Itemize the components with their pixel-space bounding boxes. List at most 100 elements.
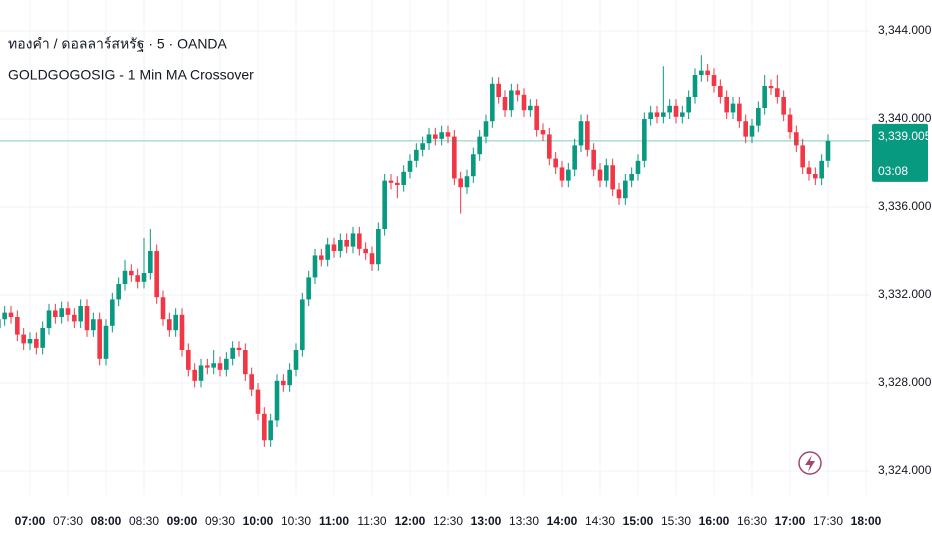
candle-body [401,171,406,186]
candle-body [534,105,539,131]
candle-body [825,140,831,161]
candle-body [692,75,698,98]
candle-body [382,180,387,230]
candle-body [749,125,755,137]
candle-body [59,308,64,318]
candle-body [236,347,242,351]
candle-body [515,90,520,95]
alert-icon[interactable] [798,451,822,475]
x-tick-label: 17:00 [775,514,806,528]
candle-body [629,174,634,181]
candle-body [819,160,824,179]
candle-body [186,350,191,370]
candle-body [572,145,577,170]
candle-body [2,312,7,320]
candle-body [775,88,780,98]
candle-body [198,365,204,381]
candle-body [724,97,729,113]
overlay: 3,324.000 3,328.000 3,332.000 3,336.000 3,34… [0,23,932,528]
y-tick-label: 3,340.000 [878,111,932,125]
y-tick-label: 3,332.000 [878,287,932,301]
candle-body [743,121,748,137]
candle-body [395,182,400,186]
x-tick-label: 09:00 [167,514,198,528]
last-price-box [872,123,928,182]
candle-body [439,132,444,139]
candle-body [141,273,147,282]
candle-body [673,105,679,117]
candle-body [730,103,736,113]
candle-body [205,365,210,368]
candle-body [306,277,311,300]
candle-body [179,314,185,351]
candle-body [426,134,432,144]
candle-body [813,174,818,179]
candle-body [540,130,546,135]
candle-body [167,319,172,331]
candle-body [363,248,368,254]
grid [0,0,870,495]
y-tick-label: 3,336.000 [878,199,932,213]
candle-body [718,86,723,98]
chart-title: ทองคำ / ดอลลาร์สหรัฐ · 5 · OANDA [8,36,228,53]
candle-body [369,253,375,265]
candle-body [578,121,584,146]
candle-body [65,308,71,315]
candle-body [116,284,121,300]
candle-body [192,369,197,381]
candle-body [414,149,419,161]
last-price-label: 3,339.005 [878,129,932,143]
candle-body [711,75,717,87]
candle-body [243,350,248,375]
candle-body [34,339,39,348]
candle-body [521,94,527,111]
candle-body [91,319,96,331]
candle-body [344,240,349,247]
x-tick-label: 14:30 [585,514,615,528]
candle-body [553,158,558,168]
candle-body [338,240,343,252]
candle-body [249,374,254,390]
candle-body [122,270,128,285]
x-tick-label: 11:30 [357,514,386,528]
candle-body [490,83,495,122]
candle-body [293,350,299,370]
x-tick-label: 13:30 [509,514,539,528]
candle-body [420,143,425,150]
candle-body [154,251,159,298]
candle-body [591,149,596,170]
candle-body [388,180,394,183]
candle-body [528,105,533,111]
x-tick-label: 07:00 [15,514,46,528]
candle-body [559,167,565,181]
candle-body [319,255,324,260]
x-tick-label: 16:00 [699,514,730,528]
candle-body [667,105,672,113]
y-tick-label: 3,324.000 [878,463,932,477]
candle-body [471,154,476,177]
x-tick-label: 13:00 [471,514,502,528]
candle-body [445,132,451,137]
x-tick-label: 15:30 [661,514,691,528]
candle-body [502,97,508,111]
candle-body [274,380,280,421]
candle-body [705,70,710,76]
candle-body [0,319,1,329]
candle-body [78,306,83,322]
candle-body [680,112,685,117]
candle-body [616,189,622,199]
candle-body [255,389,261,414]
x-tick-label: 10:00 [243,514,274,528]
candle-body [129,270,134,276]
candle-body [40,328,45,348]
candle-body [458,178,463,188]
candle-body [173,314,178,331]
candle-body [635,160,641,175]
candle-body [477,136,482,155]
candle-body [357,233,362,249]
candle-body [376,229,381,265]
candle-body [350,233,356,247]
x-tick-label: 18:00 [851,514,882,528]
x-tick-label: 12:30 [433,514,463,528]
